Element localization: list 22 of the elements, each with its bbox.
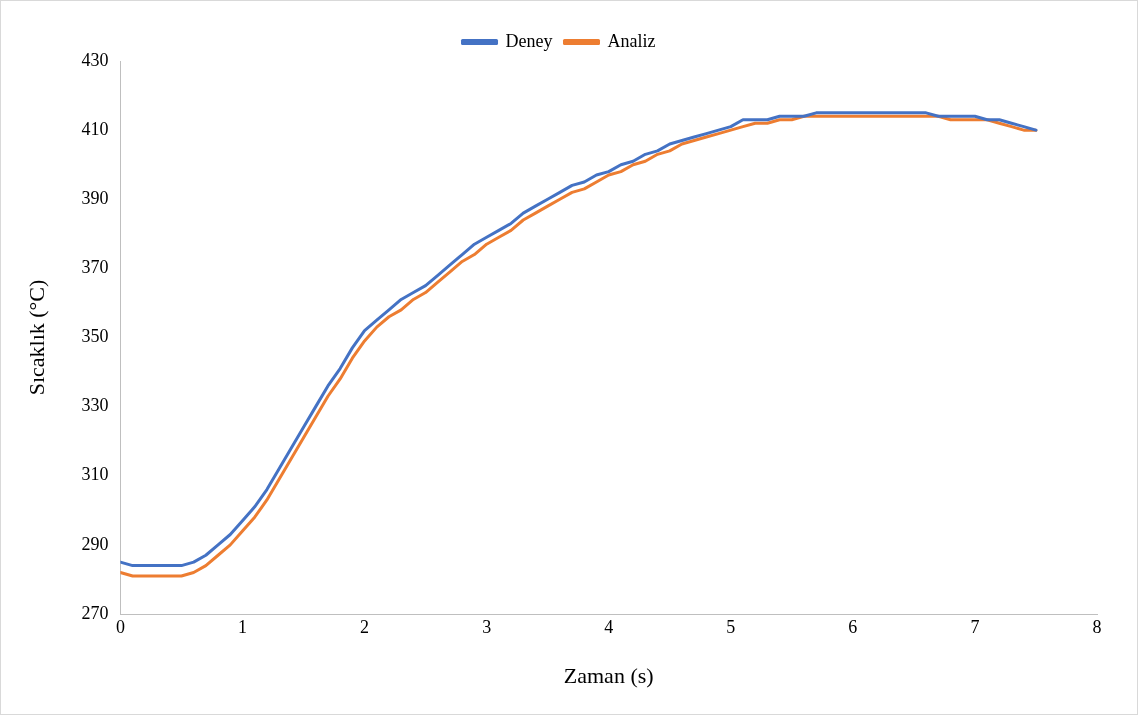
x-tick-label: 5: [726, 616, 736, 637]
x-tick-label: 3: [482, 616, 492, 637]
y-tick-label: 410: [81, 118, 109, 139]
y-tick-label: 330: [81, 395, 109, 416]
x-tick-label: 1: [237, 616, 247, 637]
x-tick-label: 0: [115, 616, 125, 637]
y-tick-label: 430: [81, 49, 109, 70]
y-tick-label: 370: [81, 257, 109, 278]
x-tick-label: 7: [970, 616, 980, 637]
x-tick-label: 8: [1092, 616, 1102, 637]
x-axis-title: Zaman (s): [563, 662, 654, 688]
y-tick-label: 290: [81, 533, 109, 554]
legend-label: Analiz: [607, 30, 656, 51]
y-axis-title: Sıcaklık (°C): [23, 279, 49, 396]
legend-label: Deney: [505, 30, 553, 51]
y-tick-label: 390: [81, 187, 109, 208]
y-tick-label: 350: [81, 326, 109, 347]
x-tick-label: 2: [360, 616, 370, 637]
y-tick-label: 270: [81, 602, 109, 623]
x-tick-label: 6: [848, 616, 858, 637]
y-tick-label: 310: [81, 464, 109, 485]
x-tick-label: 4: [604, 616, 614, 637]
